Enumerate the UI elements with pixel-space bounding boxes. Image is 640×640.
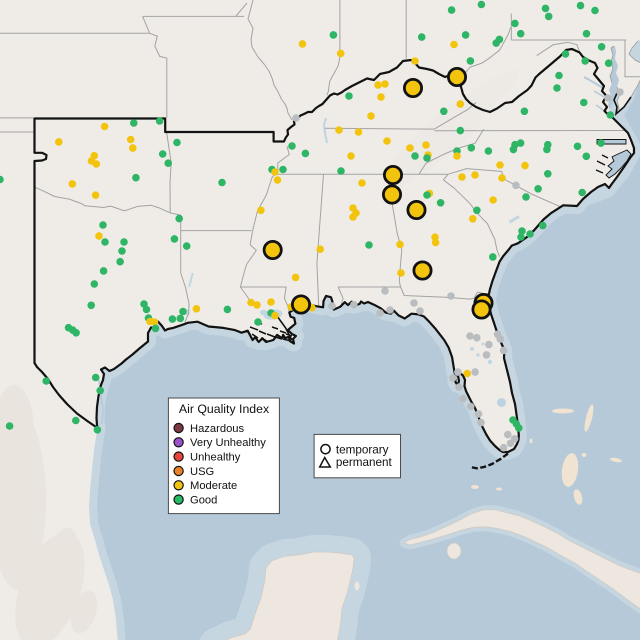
svg-text:Hazardous: Hazardous bbox=[190, 423, 245, 435]
svg-text:Very Unhealthy: Very Unhealthy bbox=[190, 437, 266, 449]
svg-text:temporary: temporary bbox=[336, 444, 389, 457]
svg-text:Air Quality Index: Air Quality Index bbox=[179, 402, 270, 416]
svg-text:Good: Good bbox=[190, 494, 217, 506]
svg-text:USG: USG bbox=[190, 466, 214, 478]
svg-text:Moderate: Moderate bbox=[190, 480, 237, 492]
svg-text:permanent: permanent bbox=[336, 456, 393, 469]
svg-text:Unhealthy: Unhealthy bbox=[190, 451, 241, 463]
